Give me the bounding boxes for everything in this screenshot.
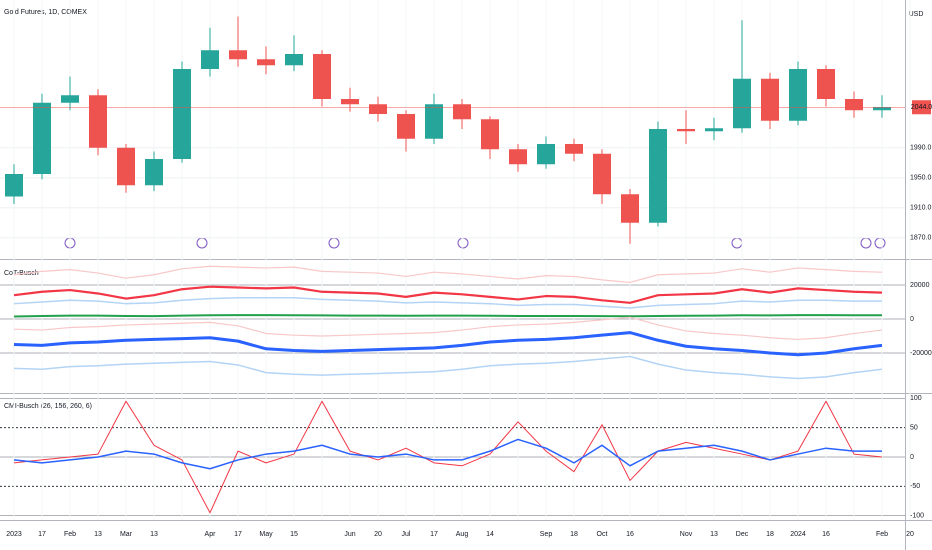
candle-body bbox=[257, 59, 275, 66]
currency-label: USD bbox=[909, 11, 924, 18]
candle-body bbox=[509, 149, 527, 165]
series-line bbox=[13, 314, 882, 318]
y-tick-label: 1950.0 bbox=[910, 175, 932, 182]
candle-body bbox=[173, 69, 191, 159]
x-tick-label: 13 bbox=[710, 531, 718, 538]
candle-body bbox=[61, 95, 79, 103]
candle-body bbox=[229, 50, 247, 60]
candle-body bbox=[481, 119, 499, 150]
candle-body bbox=[873, 107, 891, 111]
indicator-title: CMI-Busch (26, 156, 260, 6) bbox=[4, 403, 92, 410]
series-line bbox=[13, 438, 882, 470]
candle-body bbox=[817, 69, 835, 99]
y-tick-label: 1870.0 bbox=[910, 235, 932, 242]
candle-body bbox=[565, 144, 583, 154]
x-tick-label: 17 bbox=[234, 531, 242, 538]
event-marker[interactable] bbox=[860, 237, 872, 249]
chart-title: Gold Futures, 1D, COMEX bbox=[4, 9, 87, 16]
x-tick-label: 17 bbox=[38, 531, 46, 538]
x-tick-label: Mar bbox=[120, 531, 133, 538]
candle-body bbox=[845, 99, 863, 111]
series-line bbox=[13, 400, 883, 514]
x-tick-label: 16 bbox=[822, 531, 830, 538]
x-tick-label: Nov bbox=[680, 531, 693, 538]
candle-body bbox=[593, 153, 611, 195]
y-tick-label: -50 bbox=[910, 483, 920, 490]
event-marker[interactable] bbox=[731, 237, 743, 249]
candle-body bbox=[369, 104, 387, 114]
x-tick-label: 2024 bbox=[790, 531, 806, 538]
candle-body bbox=[201, 50, 219, 69]
y-tick-label: 100 bbox=[910, 395, 922, 402]
series-line bbox=[13, 316, 883, 341]
x-tick-label: Feb bbox=[64, 531, 76, 538]
y-tick-label: 0 bbox=[910, 454, 914, 461]
x-tick-label: Oct bbox=[597, 531, 608, 538]
candle-body bbox=[705, 128, 723, 132]
y-tick-label: 1910.0 bbox=[910, 205, 932, 212]
series-line bbox=[13, 265, 883, 284]
x-tick-label: 20 bbox=[374, 531, 382, 538]
event-marker[interactable] bbox=[457, 237, 469, 249]
candle-body bbox=[285, 54, 303, 66]
candle-body bbox=[313, 54, 331, 99]
candle-body bbox=[789, 69, 807, 121]
candle-body bbox=[425, 104, 443, 139]
candle-body bbox=[33, 102, 51, 174]
x-tick-label: Aug bbox=[456, 531, 469, 538]
x-tick-label: May bbox=[259, 531, 273, 538]
x-tick-label: 16 bbox=[626, 531, 634, 538]
x-tick-label: 13 bbox=[150, 531, 158, 538]
candle-body bbox=[649, 129, 667, 223]
series-line bbox=[13, 355, 883, 380]
event-marker[interactable] bbox=[196, 237, 208, 249]
x-tick-label: Sep bbox=[540, 531, 553, 538]
x-tick-label: 2023 bbox=[6, 531, 22, 538]
x-tick-label: Jun bbox=[344, 531, 355, 538]
x-tick-label: 20 bbox=[906, 531, 914, 538]
candle-body bbox=[145, 159, 163, 186]
x-tick-label: Feb bbox=[876, 531, 888, 538]
y-tick-label: 50 bbox=[910, 425, 918, 432]
event-marker[interactable] bbox=[328, 237, 340, 249]
last-price-box bbox=[912, 100, 931, 115]
series-line bbox=[13, 296, 882, 309]
series-line bbox=[13, 331, 883, 357]
x-tick-label: 18 bbox=[766, 531, 774, 538]
x-tick-label: 13 bbox=[94, 531, 102, 538]
candle-body bbox=[677, 129, 695, 132]
candle-body bbox=[397, 114, 415, 139]
x-tick-label: Apr bbox=[205, 531, 217, 538]
x-tick-label: 15 bbox=[290, 531, 298, 538]
candle-body bbox=[537, 144, 555, 165]
last-price-label: 2044.0 bbox=[911, 104, 932, 111]
candle-body bbox=[621, 194, 639, 223]
series-line bbox=[13, 285, 883, 304]
candle-body bbox=[5, 174, 23, 197]
y-tick-label: 1990.0 bbox=[910, 145, 932, 152]
candle-body bbox=[761, 78, 779, 121]
x-tick-label: Dec bbox=[736, 531, 749, 538]
candle-body bbox=[453, 104, 471, 120]
x-tick-label: 18 bbox=[570, 531, 578, 538]
x-tick-label: 14 bbox=[486, 531, 494, 538]
x-tick-label: Jul bbox=[402, 531, 411, 538]
event-marker[interactable] bbox=[874, 237, 886, 249]
candle-body bbox=[89, 95, 107, 148]
y-tick-label: 0 bbox=[910, 316, 914, 323]
candles bbox=[5, 16, 891, 244]
y-tick-label: -20000 bbox=[910, 350, 932, 357]
y-tick-label: -100 bbox=[910, 512, 924, 519]
x-tick-label: 17 bbox=[430, 531, 438, 538]
candle-body bbox=[117, 147, 135, 186]
candle-body bbox=[733, 78, 751, 129]
y-tick-label: 20000 bbox=[910, 282, 930, 289]
candle-body bbox=[341, 99, 359, 105]
